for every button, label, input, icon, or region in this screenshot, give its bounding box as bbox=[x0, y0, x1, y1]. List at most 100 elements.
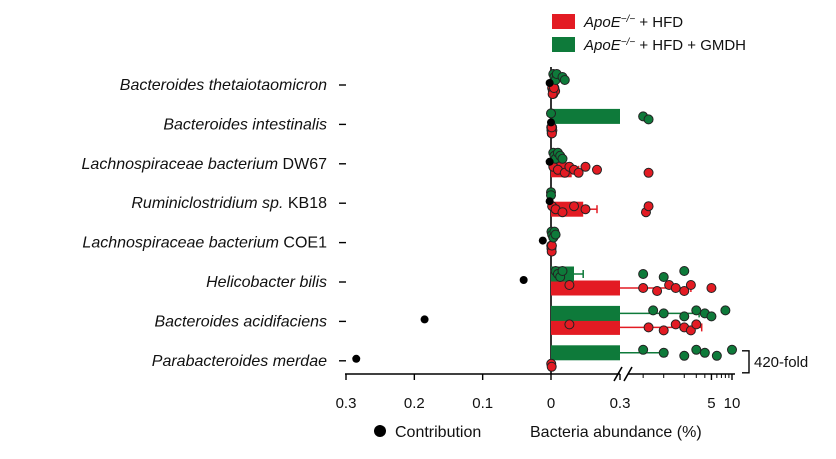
data-point bbox=[679, 286, 690, 296]
species-name: Helicobacter bilis bbox=[206, 274, 327, 291]
contribution-dot bbox=[545, 79, 554, 87]
x-tick-label: 0.3 bbox=[610, 395, 631, 412]
legend-label-rest: + HFD + GMDH bbox=[635, 37, 746, 54]
data-point bbox=[638, 344, 649, 355]
x-tick-label: 0.1 bbox=[472, 395, 493, 412]
data-point bbox=[679, 266, 690, 276]
x-tick-label: 0 bbox=[547, 395, 555, 412]
contribution-dot bbox=[352, 354, 361, 363]
data-point bbox=[658, 308, 669, 319]
fold-bracket bbox=[742, 350, 750, 374]
data-point bbox=[546, 240, 557, 251]
x-tick-label: 0.3 bbox=[336, 395, 357, 412]
legend-swatch bbox=[552, 37, 575, 52]
species-label: Bacteroides intestinalis bbox=[163, 116, 327, 133]
data-point bbox=[706, 311, 717, 322]
data-point bbox=[727, 344, 737, 355]
data-point bbox=[557, 266, 568, 276]
data-point bbox=[638, 283, 649, 293]
species-label: Ruminiclostridium sp. KB18 bbox=[131, 195, 327, 212]
data-point bbox=[670, 283, 681, 293]
legend-label-rest: + HFD bbox=[635, 14, 683, 31]
legend-label-italic: ApoE bbox=[583, 14, 622, 31]
data-point bbox=[648, 305, 659, 316]
data-point bbox=[720, 305, 731, 316]
species-name: Parabacteroides merdae bbox=[152, 353, 327, 370]
data-point bbox=[546, 361, 557, 372]
contribution-dot bbox=[545, 157, 554, 166]
legend-swatch bbox=[552, 14, 575, 29]
fold-annotation: 420-fold bbox=[754, 354, 808, 371]
data-point bbox=[658, 347, 669, 358]
data-point bbox=[546, 108, 556, 119]
data-point bbox=[691, 344, 702, 355]
axis-break-mark bbox=[623, 366, 633, 382]
contribution-dot bbox=[538, 236, 547, 245]
species-strain: COE1 bbox=[279, 235, 327, 252]
data-point bbox=[550, 229, 561, 240]
contribution-dot bbox=[547, 118, 555, 127]
data-point bbox=[643, 114, 654, 125]
contribution-dot bbox=[420, 315, 429, 324]
data-point bbox=[652, 286, 663, 296]
data-point bbox=[699, 347, 710, 358]
x-tick-label: 5 bbox=[707, 395, 715, 412]
axis-break-mark bbox=[613, 366, 623, 382]
species-strain: DW67 bbox=[278, 156, 327, 173]
species-label: Bacteroides thetaiotaomicron bbox=[120, 77, 327, 94]
species-name: Bacteroides intestinalis bbox=[163, 116, 327, 133]
data-point bbox=[711, 350, 722, 361]
data-point bbox=[569, 201, 579, 212]
xlabel-abundance: Bacteria abundance (%) bbox=[530, 424, 702, 441]
legend-label-italic: ApoE bbox=[583, 37, 622, 54]
labels-layer: Bacteroides thetaiotaomicron Bacteroides … bbox=[82, 77, 809, 441]
points-layer bbox=[352, 69, 737, 372]
data-point bbox=[638, 269, 649, 279]
abundance-bar bbox=[551, 305, 620, 321]
species-label: Bacteroides acidifaciens bbox=[154, 313, 327, 330]
data-point bbox=[679, 311, 690, 322]
contribution-legend-dot bbox=[374, 425, 386, 437]
legend-label-superscript: −/− bbox=[621, 37, 636, 48]
x-tick-label: 0.2 bbox=[404, 395, 425, 412]
data-point bbox=[685, 280, 696, 290]
species-label: Lachnospiraceae bacterium DW67 bbox=[82, 156, 328, 173]
data-point bbox=[564, 280, 575, 290]
abundance-bar bbox=[551, 345, 620, 361]
contribution-dot bbox=[519, 276, 528, 284]
data-point bbox=[643, 167, 654, 178]
data-point bbox=[670, 319, 681, 330]
data-point bbox=[643, 322, 654, 333]
legend-label-superscript: −/− bbox=[621, 14, 636, 25]
species-strain: KB18 bbox=[283, 195, 327, 212]
species-name: Bacteroides thetaiotaomicron bbox=[120, 77, 327, 94]
contribution-dot bbox=[545, 197, 554, 206]
species-name: Bacteroides acidifaciens bbox=[154, 313, 327, 330]
data-point bbox=[557, 153, 568, 164]
species-label: Lachnospiraceae bacterium COE1 bbox=[82, 235, 327, 252]
data-point bbox=[679, 350, 690, 361]
species-label: Parabacteroides merdae bbox=[152, 353, 327, 370]
data-point bbox=[580, 161, 591, 172]
data-point bbox=[580, 204, 591, 215]
data-point bbox=[643, 201, 654, 212]
xlabel-contribution: Contribution bbox=[395, 424, 481, 441]
data-point bbox=[691, 319, 702, 330]
data-point bbox=[559, 75, 570, 85]
abundance-bar bbox=[551, 108, 620, 124]
data-point bbox=[658, 325, 669, 336]
data-point bbox=[557, 207, 568, 218]
species-name: Lachnospiraceae bacterium bbox=[82, 156, 279, 173]
data-point bbox=[564, 319, 575, 330]
abundance-bar bbox=[551, 280, 620, 296]
legend-label: ApoE−/− + HFD bbox=[583, 14, 683, 32]
legend-label: ApoE−/− + HFD + GMDH bbox=[583, 37, 746, 55]
data-point bbox=[706, 283, 717, 293]
species-label: Helicobacter bilis bbox=[206, 274, 327, 291]
species-name: Lachnospiraceae bacterium bbox=[82, 235, 279, 252]
x-tick-label: 10 bbox=[724, 395, 741, 412]
data-point bbox=[691, 305, 702, 316]
axes-layer: 0.3 0.2 0.1 0 0.3 5 10 bbox=[336, 67, 741, 412]
